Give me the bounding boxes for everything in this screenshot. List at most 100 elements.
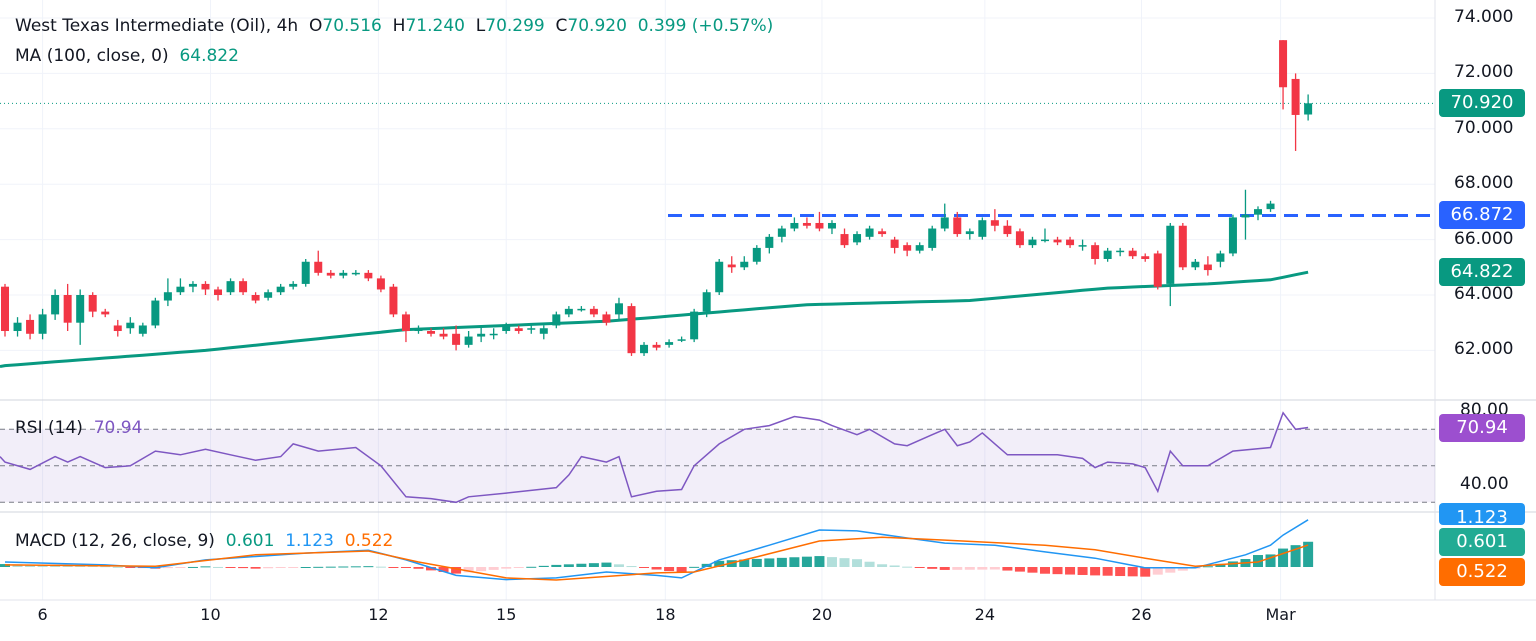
candle-down — [953, 217, 962, 235]
candle-down — [1128, 250, 1137, 257]
candle-down — [878, 231, 887, 235]
macd-histogram-bar — [313, 566, 324, 568]
macd-histogram-bar — [463, 567, 474, 573]
candle-down — [627, 306, 636, 354]
macd-histogram-bar — [864, 561, 875, 567]
candle-down — [1279, 40, 1288, 88]
rsi-value: 70.94 — [93, 418, 143, 438]
macd-histogram-bar — [1065, 567, 1076, 575]
macd-histogram-bar — [438, 567, 449, 572]
macd-histogram-bar — [225, 567, 236, 568]
symbol-title: West Texas Intermediate (Oil), 4h — [15, 16, 299, 36]
change-value: 0.399 (+0.57%) — [637, 16, 774, 36]
macd-histogram-bar — [350, 566, 361, 568]
candle-up — [765, 236, 774, 248]
candle-up — [539, 328, 548, 334]
time-tick: 6 — [37, 605, 48, 624]
candle-up — [1040, 239, 1049, 242]
macd-histogram-bar — [125, 567, 136, 568]
macd-histogram-bar — [87, 565, 98, 567]
macd-histogram-bar — [826, 557, 837, 567]
time-tick: 18 — [655, 605, 676, 624]
candle-up — [188, 283, 197, 287]
macd-histogram-bar — [889, 565, 900, 567]
macd-histogram-bar — [426, 567, 437, 571]
candle-up — [690, 311, 699, 340]
macd-histogram-bar — [588, 563, 599, 567]
macd-histogram-bar — [476, 567, 487, 572]
macd-histogram-bar — [275, 567, 286, 568]
macd-histogram-bar — [1002, 567, 1013, 571]
candle-up — [489, 333, 498, 336]
candle-down — [1066, 239, 1075, 246]
candle-up — [414, 328, 423, 332]
macd-histogram-bar — [1127, 567, 1138, 577]
candle-up — [1216, 253, 1225, 262]
candle-up — [940, 217, 949, 229]
time-tick: 10 — [200, 605, 221, 624]
macd-histogram-bar — [250, 567, 261, 569]
candle-up — [76, 295, 85, 323]
macd-histogram-bar — [263, 567, 274, 569]
candle-up — [1228, 217, 1237, 254]
candle-up — [1166, 225, 1175, 284]
candle-up — [915, 245, 924, 251]
macd-histogram-bar — [325, 566, 336, 568]
candle-up — [527, 328, 536, 330]
rsi-tag: 70.94 — [1439, 414, 1525, 442]
macd-histogram-bar — [1052, 567, 1063, 575]
candle-down — [376, 278, 385, 290]
macd-histogram-bar — [1265, 554, 1276, 567]
macd-histogram-bar — [977, 567, 988, 570]
macd-histogram-bar — [664, 567, 675, 572]
level-price-tag: 66.872 — [1439, 201, 1525, 229]
candle-up — [264, 292, 273, 298]
ma-value: 64.822 — [179, 46, 239, 66]
time-tick: 20 — [811, 605, 833, 624]
candle-up — [752, 247, 761, 262]
candle-up — [1191, 261, 1200, 268]
macd-histogram-bar — [1152, 567, 1163, 575]
macd-histogram-bar — [927, 567, 938, 569]
candle-up — [276, 286, 285, 293]
candle-up — [176, 286, 185, 293]
macd-histogram-bar — [1014, 567, 1025, 572]
macd-histogram-bar — [1027, 567, 1038, 573]
macd-legend: MACD (12, 26, close, 9) 0.601 1.123 0.52… — [15, 531, 394, 551]
macd-histogram-bar — [288, 567, 299, 568]
macd-line-value: 1.123 — [285, 531, 334, 551]
macd-histogram-bar — [676, 567, 687, 573]
macd-histogram-bar — [651, 567, 662, 570]
macd-signal-line — [4, 536, 1309, 581]
candle-down — [214, 289, 223, 295]
candle-up — [226, 281, 235, 293]
candle-up — [151, 300, 160, 326]
macd-histogram-bar — [751, 558, 762, 567]
candle-up — [126, 322, 135, 329]
candle-up — [339, 272, 348, 276]
symbol-legend: West Texas Intermediate (Oil), 4h O70.51… — [15, 16, 774, 36]
macd-histogram-bar — [852, 559, 863, 567]
macd-histogram-bar — [175, 567, 186, 568]
price-tick: 68.000 — [1454, 173, 1514, 193]
close-value: 70.920 — [567, 16, 627, 36]
price-tick: 66.000 — [1454, 229, 1514, 249]
candle-down — [652, 344, 661, 348]
high-value: 71.240 — [405, 16, 465, 36]
price-tick: 72.000 — [1454, 62, 1514, 82]
macd-histogram-bar — [375, 566, 386, 568]
macd-histogram-bar — [939, 567, 950, 570]
macd-histogram-bar — [200, 566, 211, 568]
candle-up — [13, 322, 22, 332]
macd-histogram-bar — [1090, 567, 1101, 576]
macd-histogram-bar — [238, 567, 249, 569]
macd-histogram-bar — [1215, 563, 1226, 567]
macd-histogram-bar — [964, 567, 975, 570]
macd-histogram-bar — [989, 567, 1000, 570]
candle-down — [1091, 245, 1100, 259]
macd-histogram-bar — [1165, 567, 1176, 573]
ma100-line — [0, 270, 1309, 368]
time-tick: 12 — [368, 605, 389, 624]
candle-down — [1178, 225, 1187, 268]
